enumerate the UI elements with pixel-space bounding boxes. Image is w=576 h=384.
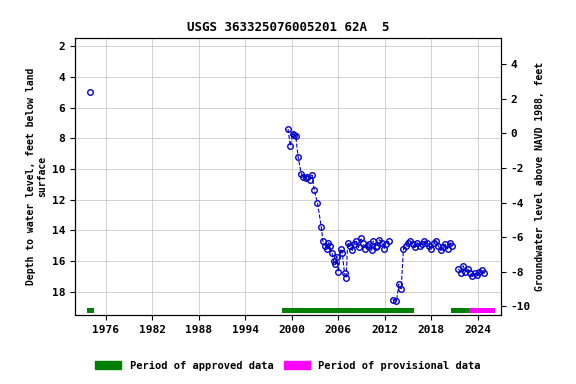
Y-axis label: Groundwater level above NAVD 1988, feet: Groundwater level above NAVD 1988, feet	[535, 62, 545, 291]
Title: USGS 363325076005201 62A  5: USGS 363325076005201 62A 5	[187, 22, 389, 35]
Bar	[451, 308, 468, 313]
Bar	[282, 308, 414, 313]
Y-axis label: Depth to water level, feet below land
surface: Depth to water level, feet below land su…	[26, 68, 47, 285]
Bar	[468, 308, 495, 313]
Legend: Period of approved data, Period of provisional data: Period of approved data, Period of provi…	[91, 357, 485, 375]
Bar	[86, 308, 94, 313]
